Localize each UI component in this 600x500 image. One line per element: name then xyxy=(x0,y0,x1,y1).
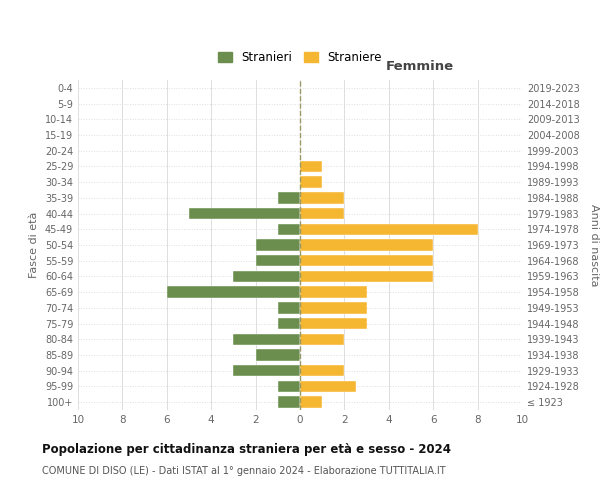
Bar xyxy=(300,255,433,266)
Bar xyxy=(189,208,300,219)
Bar xyxy=(300,192,344,203)
Bar xyxy=(256,240,300,250)
Bar xyxy=(300,365,344,376)
Bar xyxy=(167,286,300,298)
Bar xyxy=(233,334,300,345)
Bar xyxy=(278,381,300,392)
Y-axis label: Fasce di età: Fasce di età xyxy=(29,212,39,278)
Y-axis label: Anni di nascita: Anni di nascita xyxy=(589,204,599,286)
Bar xyxy=(300,161,322,172)
Bar xyxy=(256,255,300,266)
Bar xyxy=(256,350,300,360)
Bar xyxy=(300,334,344,345)
Bar xyxy=(278,224,300,235)
Bar xyxy=(300,208,344,219)
Text: Femmine: Femmine xyxy=(386,60,454,74)
Bar xyxy=(233,271,300,282)
Bar xyxy=(300,240,433,250)
Bar xyxy=(278,192,300,203)
Bar xyxy=(300,286,367,298)
Bar xyxy=(300,271,433,282)
Text: COMUNE DI DISO (LE) - Dati ISTAT al 1° gennaio 2024 - Elaborazione TUTTITALIA.IT: COMUNE DI DISO (LE) - Dati ISTAT al 1° g… xyxy=(42,466,446,476)
Bar xyxy=(278,396,300,408)
Bar xyxy=(300,318,367,329)
Bar xyxy=(300,381,355,392)
Bar xyxy=(300,176,322,188)
Bar xyxy=(300,396,322,408)
Bar xyxy=(233,365,300,376)
Bar xyxy=(278,318,300,329)
Legend: Stranieri, Straniere: Stranieri, Straniere xyxy=(213,46,387,68)
Bar xyxy=(300,302,367,314)
Text: Popolazione per cittadinanza straniera per età e sesso - 2024: Popolazione per cittadinanza straniera p… xyxy=(42,442,451,456)
Bar xyxy=(278,302,300,314)
Bar xyxy=(300,224,478,235)
